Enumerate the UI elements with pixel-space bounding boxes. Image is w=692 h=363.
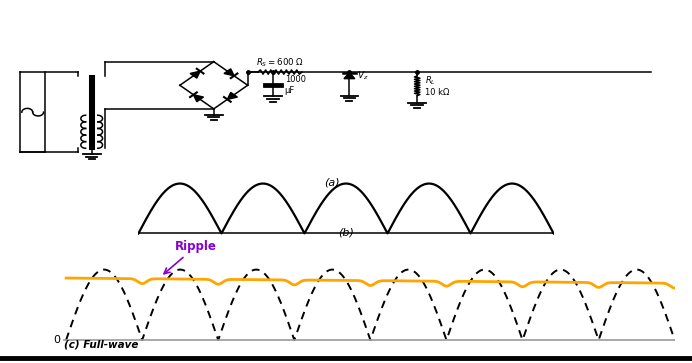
Text: (b): (b) xyxy=(338,228,354,237)
Text: (c) Full-wave: (c) Full-wave xyxy=(64,339,138,349)
Text: (a): (a) xyxy=(325,177,340,187)
Polygon shape xyxy=(190,71,200,78)
Polygon shape xyxy=(228,93,237,99)
Text: $V_z$: $V_z$ xyxy=(357,69,368,82)
Text: Ripple: Ripple xyxy=(164,240,217,274)
Polygon shape xyxy=(194,95,203,102)
Text: 0: 0 xyxy=(53,335,60,345)
Text: $R_L$
10 kΩ: $R_L$ 10 kΩ xyxy=(426,74,450,97)
Text: $R_S=600\ \Omega$: $R_S=600\ \Omega$ xyxy=(256,57,304,69)
Polygon shape xyxy=(224,69,234,76)
Polygon shape xyxy=(344,73,355,79)
Text: 1000
µF: 1000 µF xyxy=(284,75,306,95)
